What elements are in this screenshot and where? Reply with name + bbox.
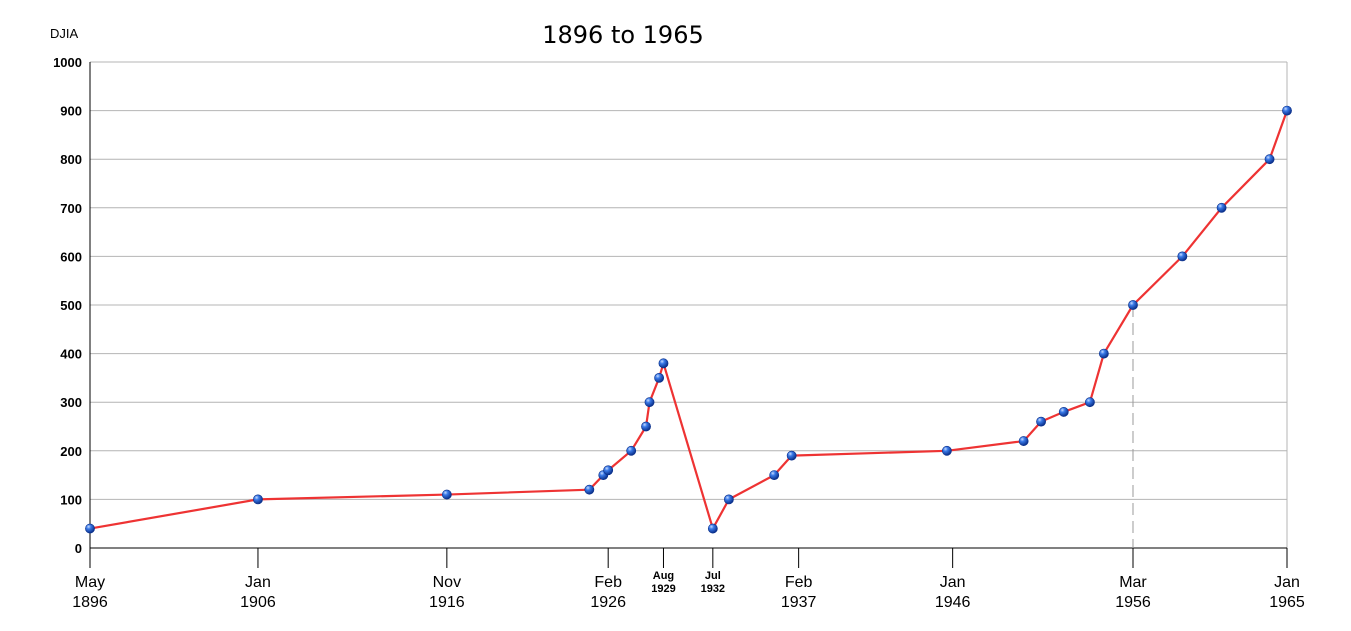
x-tick-year: 1932	[701, 583, 725, 595]
x-tick-month: Feb	[594, 574, 622, 591]
x-tick-month: Feb	[785, 574, 813, 591]
y-tick-label: 1000	[53, 55, 82, 70]
y-tick-label: 0	[75, 541, 82, 556]
x-tick-month: May	[75, 574, 105, 591]
y-tick-label: 900	[60, 104, 82, 119]
x-tick-year: 1929	[651, 583, 675, 595]
data-point	[253, 494, 263, 505]
y-tick-label: 500	[60, 298, 82, 313]
data-point	[1216, 202, 1227, 213]
x-tick-year: 1926	[590, 594, 626, 611]
data-point	[644, 397, 655, 408]
x-axis-ticks: May1896Jan1906Nov1916Feb1926Aug1929Jul19…	[72, 548, 1305, 611]
data-point	[658, 358, 669, 369]
data-point	[941, 445, 952, 456]
data-point	[769, 470, 780, 480]
x-tick-month: Jan	[245, 574, 271, 591]
y-tick-label: 700	[60, 201, 82, 216]
x-tick-month: Jan	[940, 574, 966, 591]
grid-lines	[90, 61, 1288, 548]
data-point	[85, 523, 95, 534]
y-tick-label: 600	[60, 249, 82, 264]
x-tick-year: 1906	[240, 594, 276, 611]
data-point	[723, 494, 734, 505]
data-point	[1018, 436, 1029, 446]
x-tick-month: Mar	[1119, 574, 1147, 591]
data-point	[641, 421, 651, 432]
x-tick-year: 1896	[72, 594, 108, 611]
data-points	[85, 105, 1292, 534]
x-tick-year: 1965	[1269, 594, 1305, 611]
data-point	[1098, 348, 1109, 359]
data-point	[1282, 105, 1292, 116]
series-line	[89, 110, 1289, 530]
y-tick-label: 300	[60, 395, 82, 410]
x-tick-month: Aug	[653, 570, 674, 582]
chart-title: 1896 to 1965	[542, 21, 704, 49]
data-point	[1264, 154, 1275, 165]
data-point	[1058, 407, 1069, 417]
axes	[89, 62, 1287, 549]
x-tick-month: Jan	[1274, 574, 1300, 591]
y-axis-label: DJIA	[50, 26, 79, 41]
x-tick-month: Nov	[433, 574, 461, 591]
x-tick-year: 1946	[935, 594, 971, 611]
x-tick-year: 1916	[429, 594, 465, 611]
data-point	[1177, 251, 1188, 262]
data-point	[603, 465, 614, 476]
y-tick-label: 100	[60, 492, 82, 507]
data-point	[584, 484, 595, 495]
x-tick-year: 1956	[1115, 594, 1151, 611]
series-djia	[89, 110, 1289, 530]
data-point	[441, 489, 452, 500]
data-point	[1036, 416, 1046, 427]
y-axis-ticks: 0 100 200 300 400 500 600 700 800 900 1000	[53, 55, 82, 556]
data-point	[654, 372, 665, 383]
x-tick-year: 1937	[781, 594, 817, 611]
data-point	[786, 450, 797, 461]
data-point	[1128, 300, 1138, 310]
y-tick-label: 200	[60, 444, 82, 459]
y-tick-label: 800	[60, 152, 82, 167]
data-point	[626, 445, 637, 456]
x-tick-month: Jul	[705, 570, 721, 582]
data-point	[707, 523, 718, 534]
y-tick-label: 400	[60, 347, 82, 362]
data-point	[1085, 397, 1095, 408]
